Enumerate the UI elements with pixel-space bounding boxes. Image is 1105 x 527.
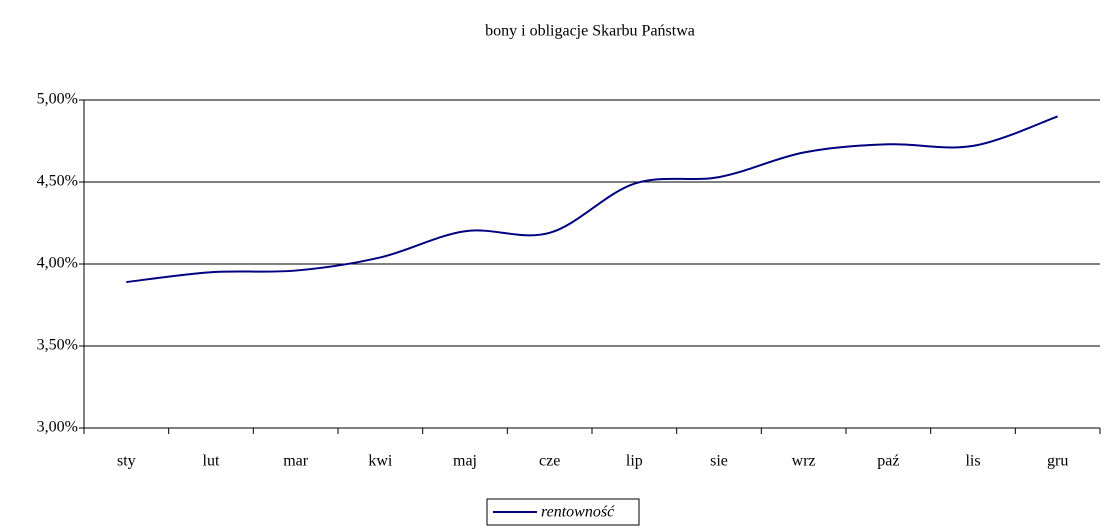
y-tick-label: 5,00%	[37, 91, 78, 108]
x-tick-label: maj	[453, 453, 477, 470]
x-tick-label: cze	[539, 453, 560, 470]
x-tick-label: kwi	[368, 453, 393, 470]
x-tick-label: lut	[203, 453, 220, 470]
y-tick-label: 4,00%	[37, 255, 78, 272]
chart-title: bony i obligacje Skarbu Państwa	[485, 23, 695, 40]
x-tick-label: gru	[1047, 453, 1068, 470]
x-tick-label: sie	[710, 453, 728, 470]
x-tick-label: mar	[283, 453, 309, 470]
x-tick-label: sty	[117, 453, 136, 470]
y-tick-label: 3,00%	[37, 419, 78, 436]
y-tick-label: 4,50%	[37, 173, 78, 190]
y-tick-label: 3,50%	[37, 337, 78, 354]
x-tick-label: wrz	[792, 453, 816, 470]
x-tick-label: lis	[965, 453, 980, 470]
legend-label: rentowność	[541, 504, 615, 521]
series-line	[126, 115, 1058, 284]
x-tick-label: lip	[626, 453, 643, 470]
x-tick-label: paź	[877, 453, 899, 470]
